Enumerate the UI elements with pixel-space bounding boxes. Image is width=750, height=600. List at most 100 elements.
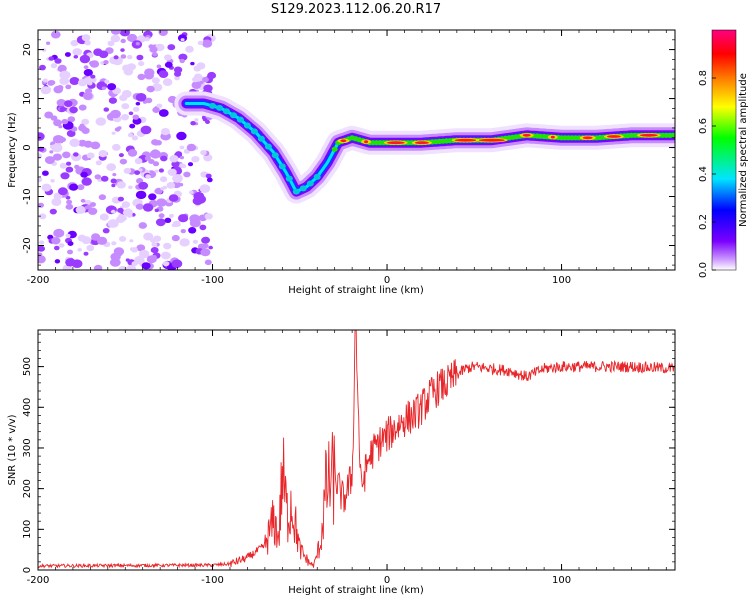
noise-speckle [152, 52, 158, 57]
snr-series [38, 330, 675, 569]
noise-speckle [192, 239, 199, 244]
noise-speckle [62, 151, 71, 159]
noise-speckle [121, 114, 129, 121]
noise-speckle [131, 261, 138, 267]
noise-speckle [205, 173, 212, 179]
x-tick-label: 100 [552, 275, 571, 286]
noise-speckle [127, 33, 138, 43]
noise-speckle [59, 70, 71, 80]
noise-speckle [80, 198, 86, 203]
noise-speckle [199, 184, 211, 193]
noise-speckle [59, 162, 67, 169]
noise-speckle [38, 132, 45, 141]
noise-speckle [84, 40, 91, 46]
noise-speckle [160, 176, 168, 183]
noise-speckle [150, 247, 159, 254]
noise-speckle [98, 194, 107, 201]
ridge-hotspot [454, 138, 477, 142]
noise-speckle [143, 232, 154, 241]
noise-speckle [177, 34, 188, 42]
noise-speckle [179, 183, 184, 187]
noise-speckle [192, 76, 200, 83]
noise-speckle [125, 258, 130, 262]
ridge-cyan-blob [292, 188, 300, 195]
noise-speckle [100, 175, 109, 182]
noise-speckle [121, 103, 130, 110]
snr-line [38, 330, 675, 569]
noise-speckle [164, 217, 172, 223]
noise-speckle [190, 121, 196, 126]
noise-speckle [66, 161, 72, 166]
snr-x-ticks: -200 -100 0 100 [27, 330, 667, 586]
noise-speckle [113, 249, 123, 257]
noise-speckle [158, 70, 169, 78]
y-tick-label: 400 [22, 398, 33, 417]
noise-speckle [94, 174, 102, 180]
noise-speckle [162, 185, 168, 190]
noise-speckle [66, 199, 73, 205]
noise-speckle [86, 152, 95, 159]
noise-speckle [75, 205, 86, 214]
noise-speckle [110, 209, 116, 214]
noise-speckle [200, 150, 207, 156]
noise-speckle [156, 103, 163, 109]
noise-speckle [202, 39, 213, 48]
x-tick-label: -100 [201, 575, 224, 586]
noise-speckle [119, 215, 127, 222]
noise-speckle [84, 205, 90, 210]
noise-speckle [72, 48, 82, 56]
noise-speckle [38, 213, 47, 220]
noise-speckle [51, 30, 61, 39]
noise-speckle [46, 41, 51, 45]
ridge-hotspot [639, 133, 658, 137]
noise-speckle [69, 77, 80, 85]
noise-speckle [107, 219, 119, 228]
noise-speckle [49, 144, 56, 150]
noise-speckle [90, 141, 101, 150]
noise-speckle [179, 58, 185, 64]
noise-speckle [51, 237, 61, 245]
spectrogram-y-ticks: -20 -10 0 10 20 [22, 29, 675, 266]
noise-speckle [79, 123, 85, 128]
x-tick-label: 0 [384, 575, 390, 586]
figure-title: S129.2023.112.06.20.R17 [270, 2, 442, 17]
ridge-cyan-blob [306, 180, 314, 187]
ridge-cyan-blob [223, 108, 230, 115]
noise-speckle [38, 245, 45, 252]
noise-speckle [155, 218, 166, 227]
colorbar-tick-label: 0.8 [698, 70, 709, 86]
noise-speckle [171, 259, 183, 269]
noise-speckle [127, 149, 138, 157]
noise-speckle [39, 240, 45, 245]
noise-speckle [38, 255, 46, 264]
noise-speckle [57, 64, 67, 73]
noise-speckle [166, 182, 176, 189]
ridge-cyan-blob [264, 143, 272, 150]
noise-speckle [69, 183, 79, 191]
noise-speckle [191, 156, 200, 163]
colorbar: 0.0 0.2 0.4 0.6 0.8 Normalized spectral ampl… [698, 29, 749, 278]
noise-speckle [148, 44, 154, 49]
noise-speckle [129, 123, 136, 129]
noise-speckle [81, 34, 91, 42]
noise-speckle [52, 153, 63, 161]
noise-speckle [61, 118, 69, 125]
noise-speckle [110, 30, 121, 35]
noise-speckle [64, 52, 71, 57]
noise-speckle [81, 177, 92, 186]
noise-speckle [141, 262, 151, 270]
noise-speckle [134, 170, 141, 176]
noise-speckle [120, 48, 125, 52]
noise-speckle [66, 130, 76, 137]
noise-speckle [110, 178, 117, 184]
y-tick-label: 0 [22, 144, 33, 150]
ridge-hotspot [606, 135, 621, 138]
noise-speckle [205, 120, 210, 124]
noise-speckle [148, 159, 155, 164]
noise-speckle [150, 238, 157, 244]
noise-speckle [117, 207, 124, 213]
noise-speckle [179, 155, 184, 160]
noise-speckle [202, 76, 209, 83]
